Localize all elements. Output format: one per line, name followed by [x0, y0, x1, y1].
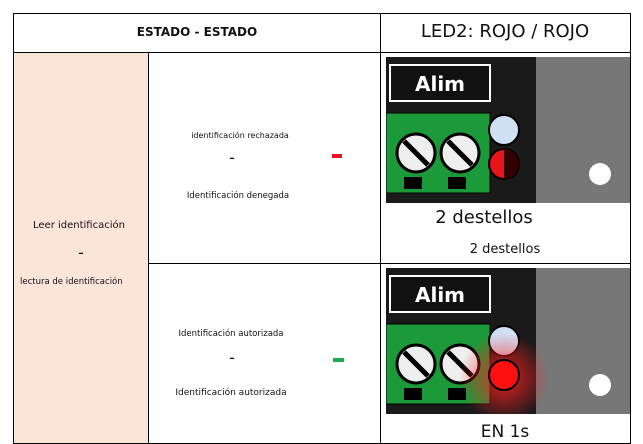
- action-text: lectura de identificación: [20, 277, 123, 287]
- caption: 2 destellos: [435, 207, 533, 228]
- result-text: Identificación denegada: [186, 191, 290, 201]
- led-image: Alim: [386, 57, 630, 203]
- result-cell: [148, 263, 381, 444]
- result-text: identificación rechazada: [191, 131, 289, 140]
- header-led: LED2: ROJO / ROJO: [420, 21, 590, 42]
- image-label: Alim: [415, 72, 465, 96]
- image-label: Alim: [415, 283, 465, 307]
- action-cell: [13, 52, 149, 444]
- header-state: ESTADO - ESTADO: [136, 25, 258, 39]
- separator: -: [229, 148, 235, 167]
- caption: 2 destellos: [469, 242, 541, 257]
- status-dash: [332, 154, 342, 158]
- result-text: Identificación autorizada: [175, 388, 287, 398]
- caption: EN 1s: [480, 422, 530, 442]
- action-text: Leer identificación: [33, 220, 125, 231]
- separator: -: [78, 243, 84, 262]
- led-image: Alim: [386, 268, 630, 414]
- result-cell: [148, 52, 381, 264]
- separator: -: [229, 348, 235, 367]
- result-text: Identificación autorizada: [178, 329, 284, 339]
- status-dash: [333, 358, 344, 362]
